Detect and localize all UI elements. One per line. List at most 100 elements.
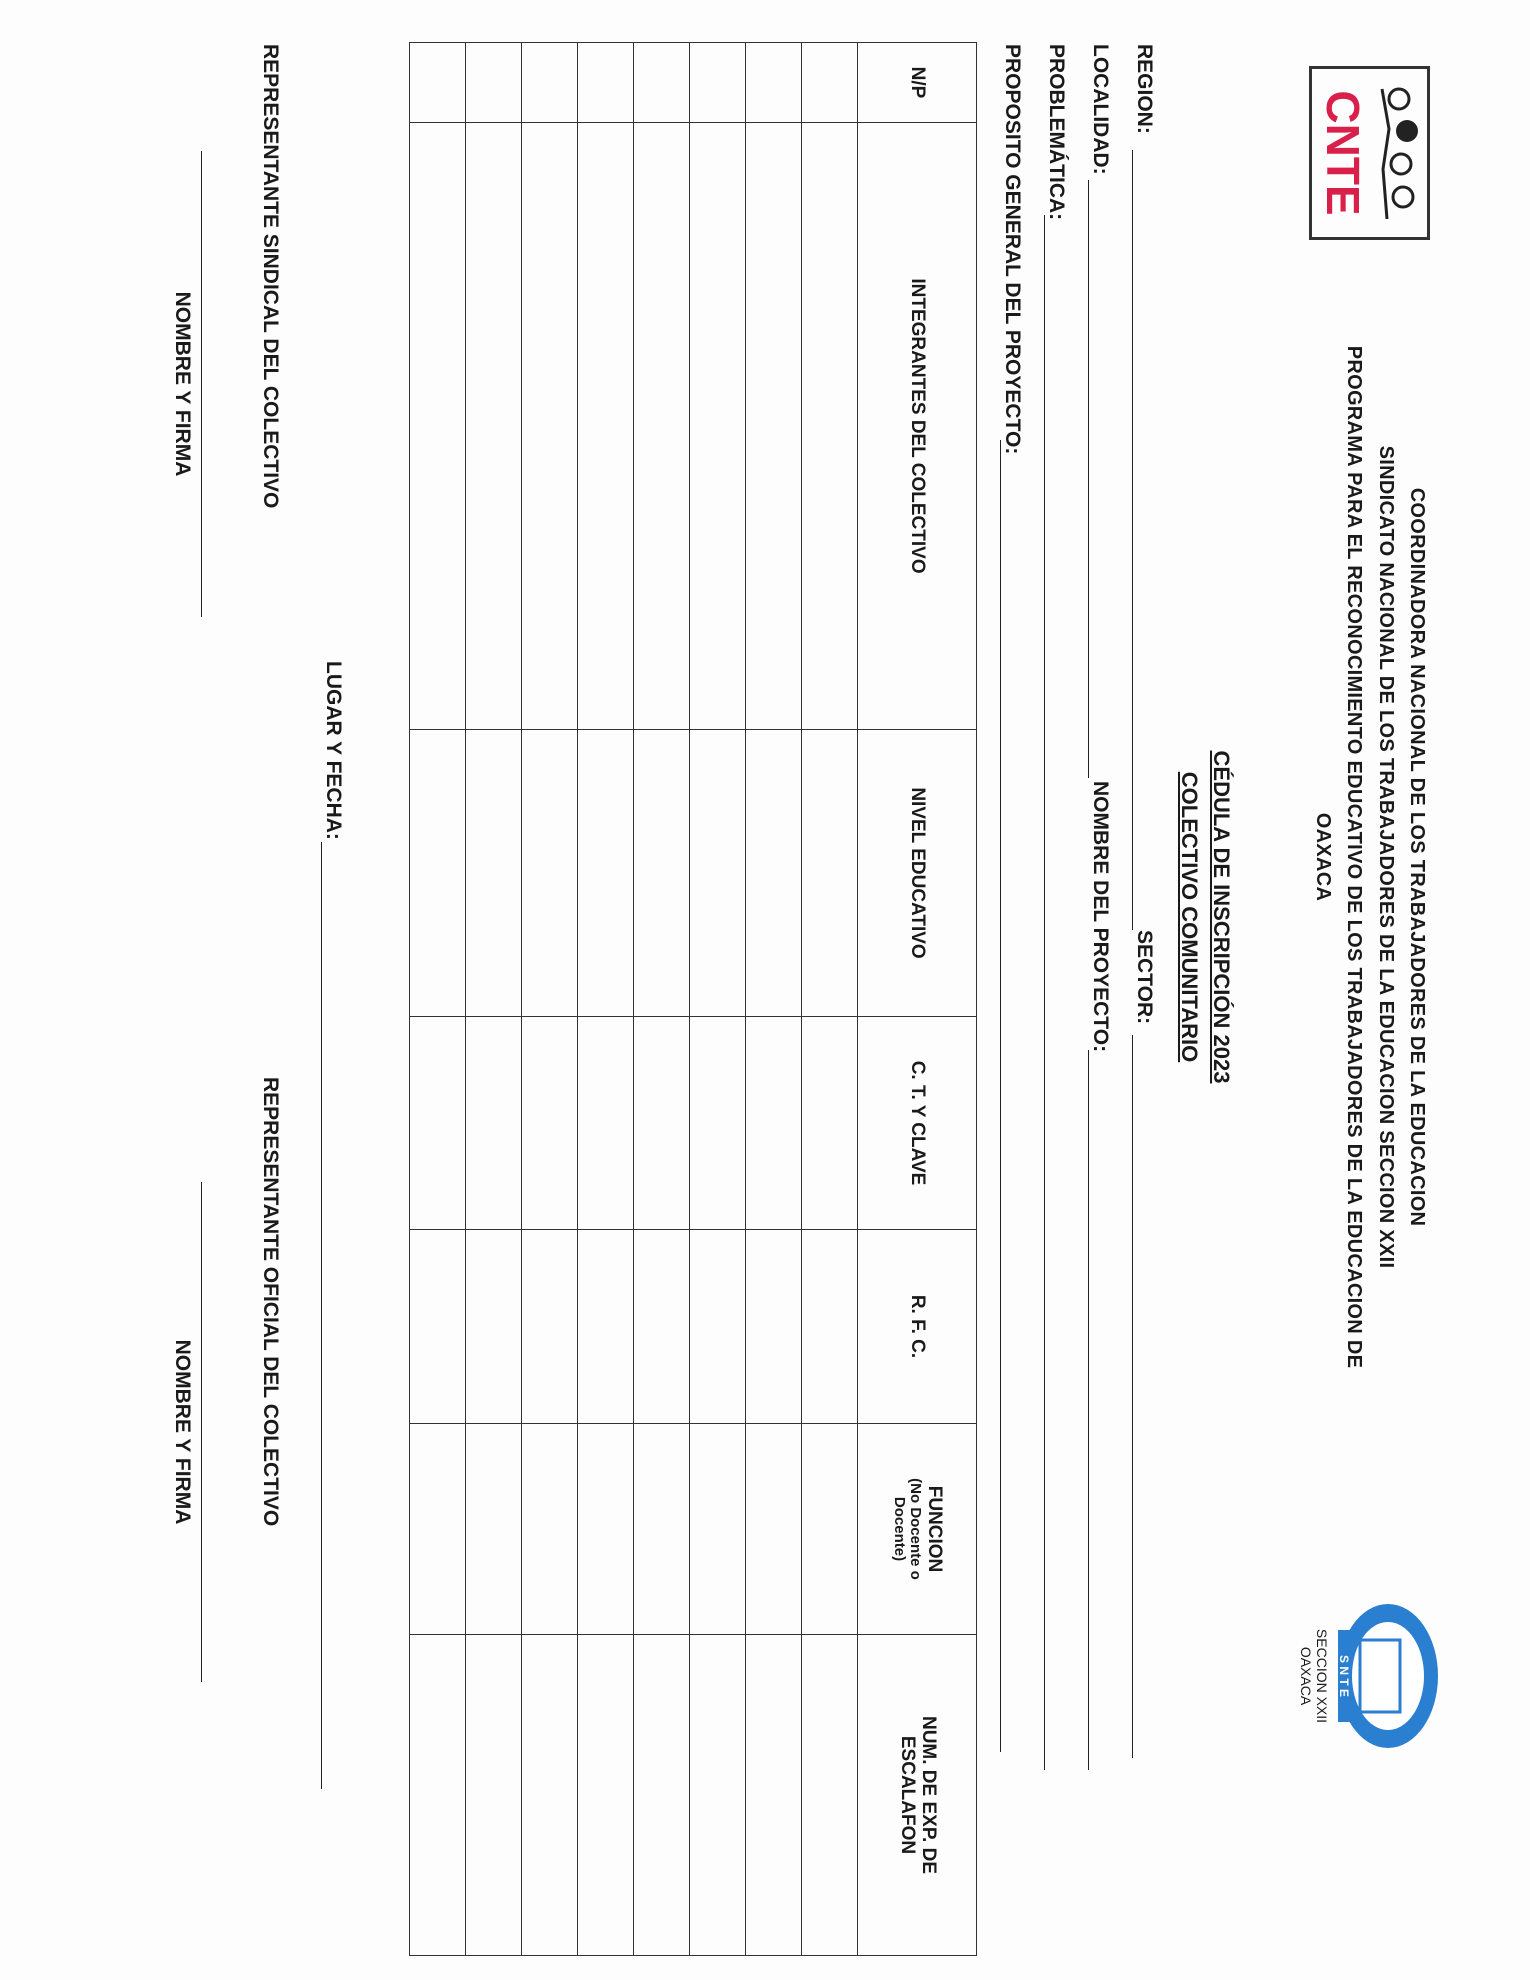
table-cell[interactable] <box>465 122 522 730</box>
oficial-signature-line[interactable] <box>201 1182 202 1682</box>
localidad-label: LOCALIDAD: <box>1089 44 1112 175</box>
table-row <box>577 42 634 1956</box>
table-cell[interactable] <box>465 729 522 1017</box>
table-cell[interactable] <box>745 1016 802 1230</box>
table-cell[interactable] <box>521 42 578 123</box>
table-cell[interactable] <box>745 1634 802 1956</box>
table-cell[interactable] <box>465 42 522 123</box>
svg-text:CNTE: CNTE <box>1317 90 1369 215</box>
table-cell[interactable] <box>633 42 690 123</box>
funcion-note: (No Docente o Docente) <box>890 1478 925 1580</box>
table-cell[interactable] <box>801 122 858 730</box>
table-cell[interactable] <box>801 1634 858 1956</box>
table-cell[interactable] <box>745 122 802 730</box>
table-cell[interactable] <box>577 122 634 730</box>
col-escalafon: NUM. DE EXP. DE ESCALAFON <box>857 1634 977 1956</box>
header-line-3: PROGRAMA PARA EL RECONOCIMIENTO EDUCATIV… <box>1343 345 1365 1369</box>
oficial-rep-title: REPRESENTANTE OFICIAL DEL COLECTIVO <box>259 1077 282 1527</box>
col-rfc: R. F. C. <box>857 1229 977 1424</box>
cnte-logo: CNTE <box>1309 66 1430 240</box>
snte-section: SECCION XXII <box>1314 1628 1330 1724</box>
table-cell[interactable] <box>633 1229 690 1424</box>
table-cell[interactable] <box>577 1634 634 1956</box>
header-line-1: COORDINADORA NACIONAL DE LOS TRABAJADORE… <box>1406 487 1428 1227</box>
snte-state: OAXACA <box>1298 1646 1314 1706</box>
table-cell[interactable] <box>745 729 802 1017</box>
table-cell[interactable] <box>521 1423 578 1635</box>
table-cell[interactable] <box>745 1229 802 1424</box>
table-cell[interactable] <box>689 42 746 123</box>
table-cell[interactable] <box>409 42 466 123</box>
table-cell[interactable] <box>409 1016 466 1230</box>
table-cell[interactable] <box>409 122 466 730</box>
members-table: N/P INTEGRANTES DEL COLECTIVO NIVEL EDUC… <box>409 42 977 1956</box>
col-ct-clave: C. T. Y CLAVE <box>857 1016 977 1230</box>
table-header-row: N/P INTEGRANTES DEL COLECTIVO NIVEL EDUC… <box>857 42 977 1956</box>
table-cell[interactable] <box>689 729 746 1017</box>
table-cell[interactable] <box>409 1634 466 1956</box>
table-row <box>521 42 578 1956</box>
localidad-input[interactable] <box>1088 180 1089 778</box>
table-cell[interactable] <box>801 42 858 123</box>
table-cell[interactable] <box>745 1423 802 1635</box>
table-cell[interactable] <box>577 42 634 123</box>
table-row <box>689 42 746 1956</box>
table-cell[interactable] <box>521 1016 578 1230</box>
table-cell[interactable] <box>689 1229 746 1424</box>
table-cell[interactable] <box>465 1016 522 1230</box>
problematica-input[interactable] <box>1044 215 1045 1770</box>
table-cell[interactable] <box>465 1423 522 1635</box>
table-cell[interactable] <box>633 122 690 730</box>
sindical-signature-line[interactable] <box>201 151 202 617</box>
table-cell[interactable] <box>409 1229 466 1424</box>
table-cell[interactable] <box>577 1423 634 1635</box>
table-cell[interactable] <box>633 1423 690 1635</box>
lugar-fecha-input[interactable] <box>321 842 322 1789</box>
table-cell[interactable] <box>465 1229 522 1424</box>
oficial-caption: NOMBRE Y FIRMA <box>171 1339 194 1525</box>
table-cell[interactable] <box>801 1016 858 1230</box>
table-row <box>409 42 466 1956</box>
funcion-label: FUNCION <box>923 1485 945 1573</box>
table-cell[interactable] <box>521 122 578 730</box>
proposito-label: PROPOSITO GENERAL DEL PROYECTO: <box>1001 44 1024 455</box>
proposito-input[interactable] <box>1000 440 1001 1752</box>
table-cell[interactable] <box>465 1634 522 1956</box>
col-integrantes: INTEGRANTES DEL COLECTIVO <box>857 122 977 730</box>
table-cell[interactable] <box>409 729 466 1017</box>
table-cell[interactable] <box>689 122 746 730</box>
region-input[interactable] <box>1132 150 1133 930</box>
table-cell[interactable] <box>521 1229 578 1424</box>
table-cell[interactable] <box>577 1229 634 1424</box>
table-cell[interactable] <box>633 1634 690 1956</box>
form-subtitle: COLECTIVO COMUNITARIO <box>1177 771 1202 1063</box>
table-cell[interactable] <box>745 42 802 123</box>
table-cell[interactable] <box>633 729 690 1017</box>
table-cell[interactable] <box>521 1634 578 1956</box>
header-line-2: SINDICATO NACIONAL DE LOS TRABAJADORES D… <box>1375 445 1397 1269</box>
problematica-label: PROBLEMÁTICA: <box>1045 44 1068 221</box>
table-cell[interactable] <box>577 729 634 1017</box>
table-row <box>745 42 802 1956</box>
table-cell[interactable] <box>801 1423 858 1635</box>
sector-label: SECTOR: <box>1133 930 1156 1025</box>
table-row <box>801 42 858 1956</box>
lugar-fecha-label: LUGAR Y FECHA: <box>322 661 345 840</box>
table-cell[interactable] <box>689 1634 746 1956</box>
sector-input[interactable] <box>1132 1035 1133 1758</box>
sindical-rep-title: REPRESENTANTE SINDICAL DEL COLECTIVO <box>259 44 282 509</box>
table-cell[interactable] <box>689 1016 746 1230</box>
table-cell[interactable] <box>409 1423 466 1635</box>
svg-text:S N T E: S N T E <box>1337 1655 1351 1697</box>
table-cell[interactable] <box>801 1229 858 1424</box>
table-cell[interactable] <box>577 1016 634 1230</box>
col-np: N/P <box>857 42 977 123</box>
header-line-4: OAXACA <box>1312 812 1334 902</box>
table-cell[interactable] <box>633 1016 690 1230</box>
table-cell[interactable] <box>689 1423 746 1635</box>
table-cell[interactable] <box>521 729 578 1017</box>
table-cell[interactable] <box>801 729 858 1017</box>
nombre-proyecto-input[interactable] <box>1088 1050 1089 1770</box>
col-funcion: FUNCION (No Docente o Docente) <box>857 1423 977 1635</box>
